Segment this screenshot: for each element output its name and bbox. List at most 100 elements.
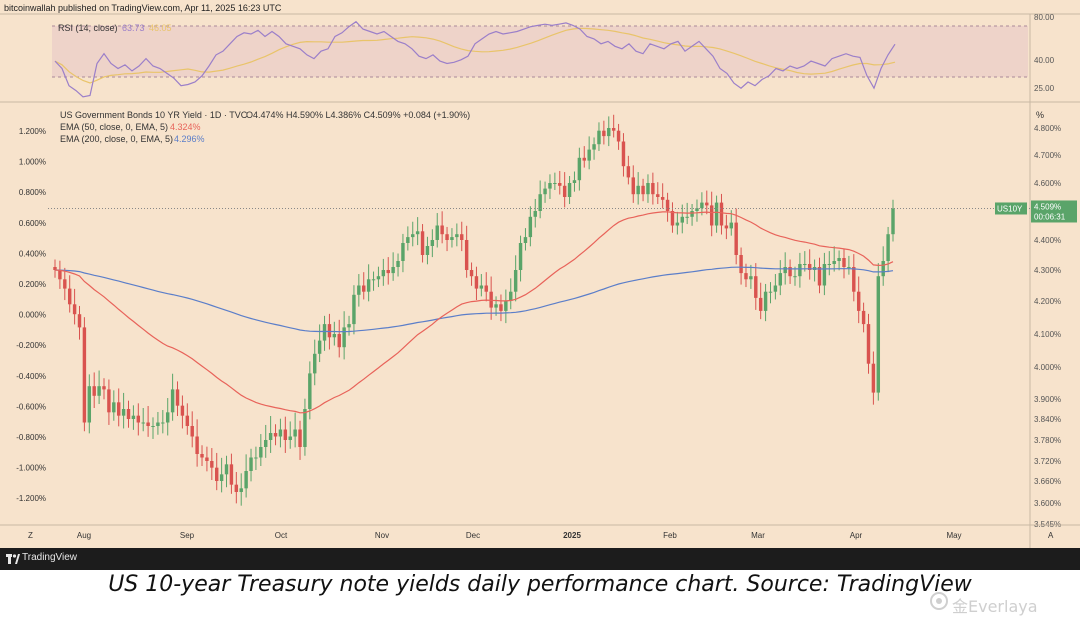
candle-body [234, 484, 239, 492]
candle-body [229, 464, 234, 485]
candle-body [175, 389, 180, 406]
candle-body [660, 197, 665, 200]
candle-body [567, 183, 572, 197]
candle-body [705, 202, 709, 206]
candle-body [200, 454, 204, 458]
candle-body [376, 276, 381, 280]
left-axis-label: 0.000% [19, 311, 46, 320]
candle-body [460, 234, 464, 240]
candle-body [352, 294, 356, 325]
candle-body [807, 264, 812, 270]
candle-body [342, 327, 346, 348]
right-axis-label: 4.000% [1034, 363, 1061, 372]
candle-body [700, 202, 704, 209]
candle-body [102, 386, 106, 390]
candle-body [798, 264, 802, 277]
ema50-value: 4.324% [170, 122, 201, 132]
candle-body [190, 426, 194, 437]
candle-body [72, 304, 77, 315]
tradingview-logo-icon [6, 554, 20, 564]
x-axis-label: Oct [275, 531, 288, 540]
candle-body [112, 402, 116, 413]
candle-body [572, 180, 577, 183]
candle-body [817, 267, 822, 286]
candle-body [651, 183, 655, 195]
candle-body [224, 464, 229, 475]
candle-body [861, 310, 866, 325]
candle-body [474, 276, 479, 289]
candle-body [656, 194, 660, 197]
x-axis-label: Mar [751, 531, 765, 540]
candle-body [180, 405, 185, 416]
candle-body [435, 225, 439, 240]
candle-body [856, 291, 861, 311]
candle-body [631, 177, 635, 195]
left-axis-label: 1.200% [19, 127, 46, 136]
left-axis-label: 0.400% [19, 249, 46, 258]
candle-body [77, 314, 82, 328]
price-value: 4.509% [1034, 202, 1061, 211]
right-axis-label: 3.780% [1034, 436, 1061, 445]
x-axis-label: 2025 [563, 531, 581, 540]
candle-body [268, 433, 273, 440]
left-axis-label: 1.000% [19, 158, 46, 167]
candle-body [244, 471, 248, 489]
candle-body [317, 340, 322, 354]
candle-body [283, 429, 288, 440]
candle-body [548, 183, 552, 189]
candle-body [371, 279, 376, 281]
candle-body [754, 276, 758, 298]
candle-body [709, 205, 714, 226]
candle-body [313, 353, 317, 374]
candle-body [558, 183, 562, 186]
candle-body [322, 324, 327, 341]
candle-body [411, 234, 415, 238]
candle-body [278, 429, 283, 437]
candle-body [803, 264, 807, 265]
candle-body [832, 261, 836, 264]
right-axis-label: 4.700% [1034, 151, 1061, 160]
candle-body [215, 467, 219, 481]
chart-svg[interactable]: RSI (14, close) 63.73 46.05 80.00 40.00 25.00… [0, 0, 1080, 548]
candle-body [533, 211, 537, 217]
candle-body [170, 389, 175, 413]
right-axis-label: 3.660% [1034, 477, 1061, 486]
candle-body [778, 273, 783, 286]
left-axis-label: 0.600% [19, 219, 46, 228]
candle-body [406, 237, 410, 243]
candle-body [273, 433, 278, 437]
left-axis-label: -0.600% [16, 402, 46, 411]
candle-body [763, 291, 768, 311]
candle-body [249, 457, 253, 471]
candle-body [553, 183, 557, 184]
legend-title: US Government Bonds 10 YR Yield · 1D · T… [60, 110, 248, 120]
candle-body [425, 246, 430, 255]
candle-body [151, 426, 155, 427]
candle-body [415, 231, 420, 235]
x-axis-label: Sep [180, 531, 195, 540]
rsi-ma-line [54, 27, 896, 84]
ema200-value: 4.296% [174, 134, 205, 144]
candle-body [156, 422, 160, 426]
candle-body [837, 258, 841, 261]
tradingview-brand: TradingView [22, 552, 78, 563]
candle-body [758, 297, 763, 311]
right-axis-label: 4.600% [1034, 179, 1061, 188]
rsi-axis-label: 25.00 [1034, 84, 1055, 93]
candle-body [724, 225, 729, 229]
ema50-line [54, 211, 894, 414]
candle-body [773, 285, 778, 292]
rsi-band [52, 26, 1028, 77]
symbol-tag-bg [995, 202, 1027, 215]
candle-body [523, 237, 528, 243]
candle-body [891, 208, 895, 235]
countdown: 00:06:31 [1034, 212, 1066, 221]
candle-body [783, 267, 787, 274]
candle-body [381, 270, 386, 277]
candle-body [116, 402, 121, 416]
candle-body [391, 267, 395, 274]
rsi-label: RSI (14, close) [58, 23, 118, 33]
candle-body [239, 488, 243, 492]
candle-body [121, 409, 126, 416]
candle-body [386, 270, 390, 274]
